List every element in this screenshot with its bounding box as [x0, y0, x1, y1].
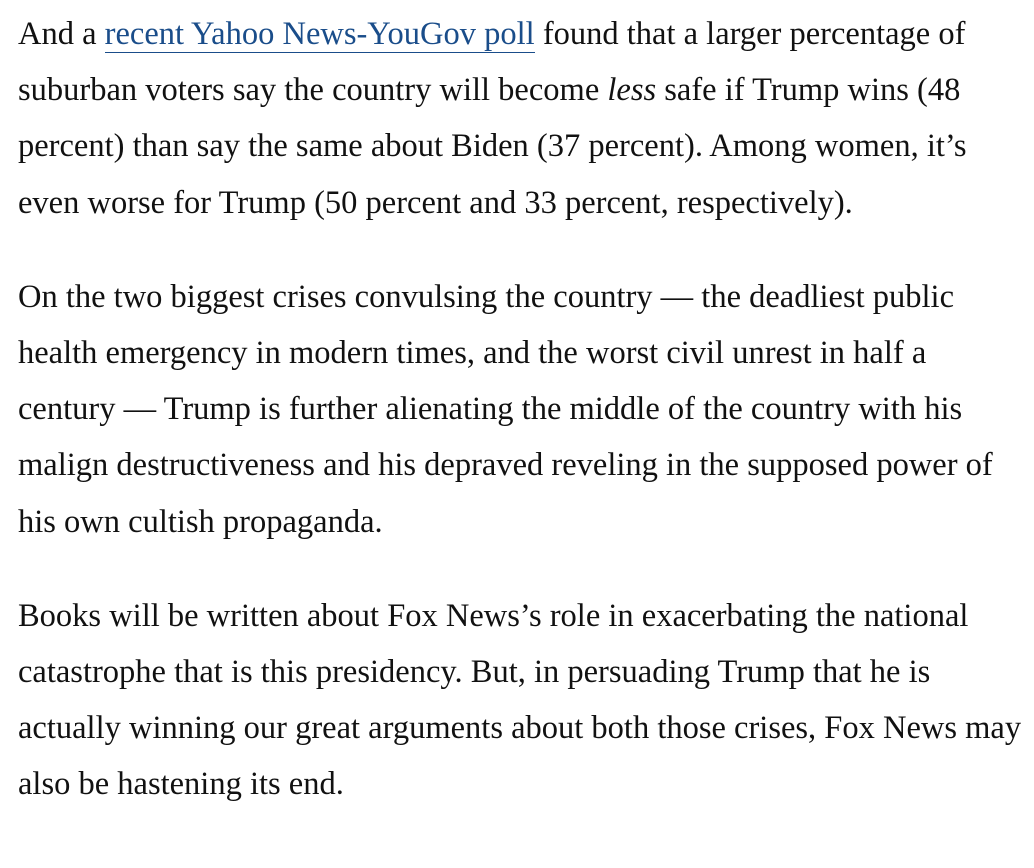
paragraph-crises: On the two biggest crises convulsing the… — [18, 278, 993, 540]
paragraph-text: And a — [18, 16, 105, 52]
yahoo-yougov-poll-link[interactable]: recent Yahoo News-YouGov poll — [104, 16, 535, 53]
article-body: And a recent Yahoo News-YouGov poll foun… — [18, 6, 1026, 813]
paragraph-poll-results: And a recent Yahoo News-YouGov poll foun… — [18, 6, 1026, 231]
emphasized-text: less — [607, 72, 657, 109]
paragraph-fox-news: Books will be written about Fox News’s r… — [18, 597, 1022, 803]
paragraph-text: found that a larger percentage of suburb… — [18, 16, 966, 109]
paragraph-text: safe if Trump wins (48 percent) than say… — [18, 72, 967, 221]
